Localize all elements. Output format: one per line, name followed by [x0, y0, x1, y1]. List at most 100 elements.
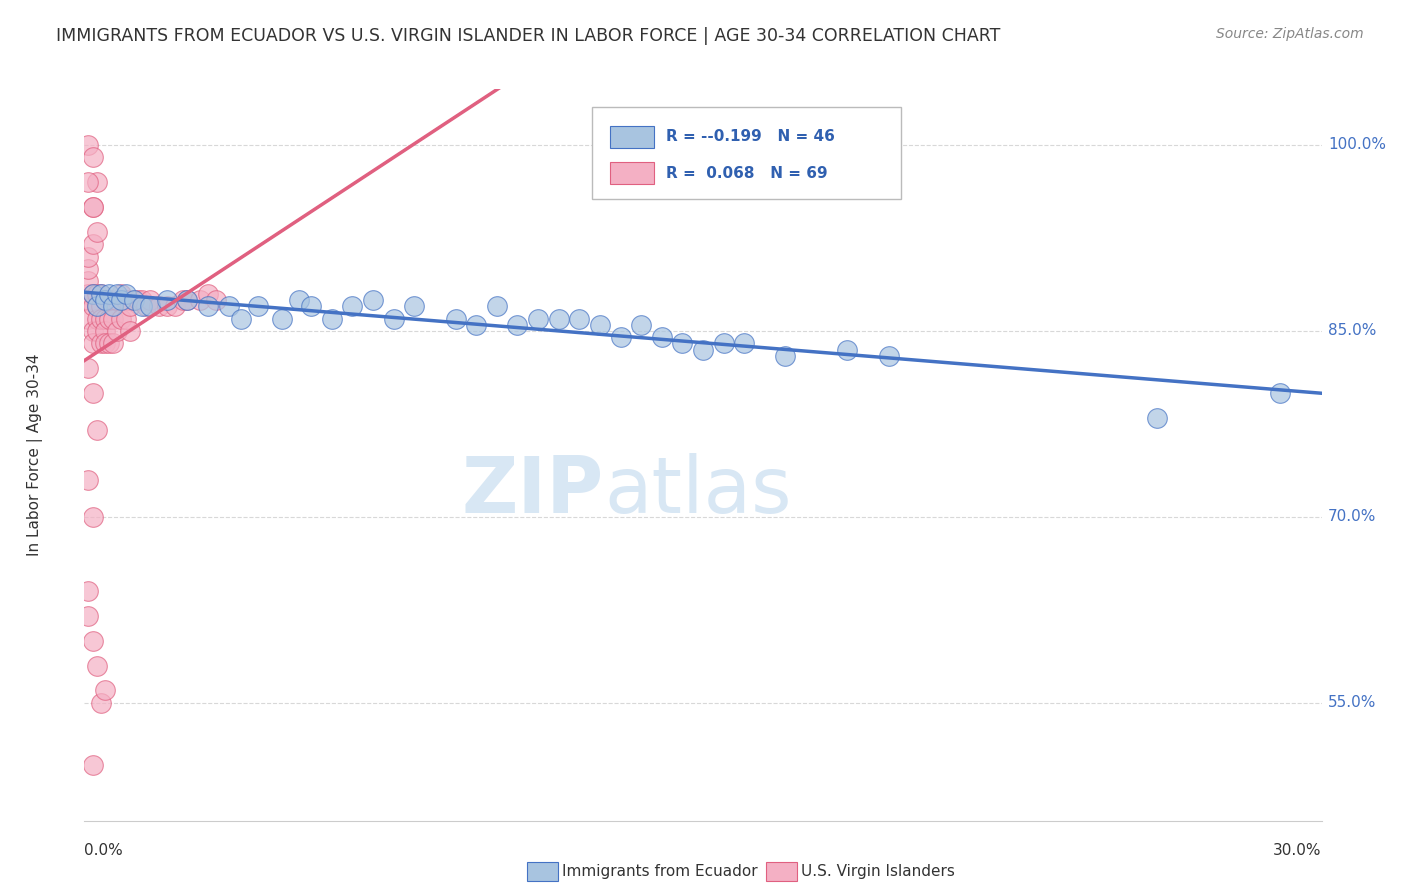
Point: [197, 299, 219, 313]
Point: [82, 336, 104, 351]
Point: [94, 324, 117, 338]
Point: [197, 286, 219, 301]
Point: [877, 349, 900, 363]
Point: [110, 293, 132, 307]
Point: [77, 250, 100, 264]
Point: [103, 293, 125, 307]
Text: Source: ZipAtlas.com: Source: ZipAtlas.com: [1216, 27, 1364, 41]
Point: [90, 336, 112, 351]
Text: 0.0%: 0.0%: [84, 843, 124, 858]
Point: [98, 286, 121, 301]
Text: 100.0%: 100.0%: [1327, 137, 1386, 153]
Point: [1270, 386, 1292, 401]
Point: [118, 324, 141, 338]
Point: [98, 336, 121, 351]
Point: [82, 150, 104, 164]
Point: [82, 386, 104, 401]
Point: [82, 286, 104, 301]
Point: [105, 286, 128, 301]
Point: [77, 584, 100, 599]
Point: [465, 318, 488, 332]
Point: [271, 311, 294, 326]
Point: [82, 286, 104, 301]
Point: [288, 293, 311, 307]
Point: [90, 286, 112, 301]
Point: [176, 293, 198, 307]
Point: [122, 293, 145, 307]
FancyBboxPatch shape: [592, 108, 901, 199]
Point: [82, 633, 104, 648]
Point: [114, 286, 136, 301]
Text: ZIP: ZIP: [461, 453, 605, 530]
Point: [94, 293, 117, 307]
Point: [82, 324, 104, 338]
Point: [651, 330, 673, 344]
Point: [90, 696, 112, 710]
Point: [139, 299, 162, 313]
Point: [94, 683, 117, 698]
Point: [103, 311, 125, 326]
Text: 30.0%: 30.0%: [1274, 843, 1322, 858]
Point: [671, 336, 693, 351]
Point: [86, 175, 108, 189]
Point: [86, 423, 108, 437]
Point: [90, 286, 112, 301]
Point: [547, 311, 569, 326]
Point: [77, 262, 100, 277]
Point: [82, 509, 104, 524]
Point: [299, 299, 322, 313]
Point: [837, 343, 859, 357]
Point: [86, 299, 108, 313]
Point: [98, 293, 121, 307]
Point: [775, 349, 797, 363]
Point: [86, 225, 108, 239]
Text: 70.0%: 70.0%: [1327, 509, 1376, 524]
Point: [105, 293, 128, 307]
Point: [176, 293, 198, 307]
Text: 55.0%: 55.0%: [1327, 696, 1376, 710]
Point: [609, 330, 631, 344]
Point: [246, 299, 269, 313]
Point: [165, 299, 187, 313]
Point: [1146, 410, 1168, 425]
Text: R =  0.068   N = 69: R = 0.068 N = 69: [666, 166, 828, 181]
Point: [105, 324, 128, 338]
Point: [90, 311, 112, 326]
Point: [692, 343, 714, 357]
Point: [77, 138, 100, 153]
Point: [568, 311, 591, 326]
Point: [114, 293, 136, 307]
Point: [205, 293, 228, 307]
Point: [172, 293, 194, 307]
Point: [382, 311, 405, 326]
Point: [94, 311, 117, 326]
Point: [77, 473, 100, 487]
Point: [156, 293, 179, 307]
Point: [82, 200, 104, 214]
Text: 85.0%: 85.0%: [1327, 324, 1376, 338]
Point: [90, 299, 112, 313]
Point: [135, 299, 157, 313]
Point: [229, 311, 252, 326]
Point: [188, 293, 211, 307]
Point: [82, 200, 104, 214]
Point: [77, 609, 100, 624]
Point: [733, 336, 755, 351]
Point: [82, 237, 104, 252]
Point: [218, 299, 240, 313]
Bar: [610, 126, 654, 148]
Point: [77, 361, 100, 376]
Text: atlas: atlas: [605, 453, 792, 530]
Point: [98, 311, 121, 326]
Point: [77, 175, 100, 189]
Point: [485, 299, 508, 313]
Point: [94, 336, 117, 351]
Bar: [610, 162, 654, 185]
Point: [404, 299, 426, 313]
Point: [110, 286, 132, 301]
Point: [77, 293, 100, 307]
Point: [86, 311, 108, 326]
Point: [630, 318, 652, 332]
Point: [77, 286, 100, 301]
Point: [86, 299, 108, 313]
